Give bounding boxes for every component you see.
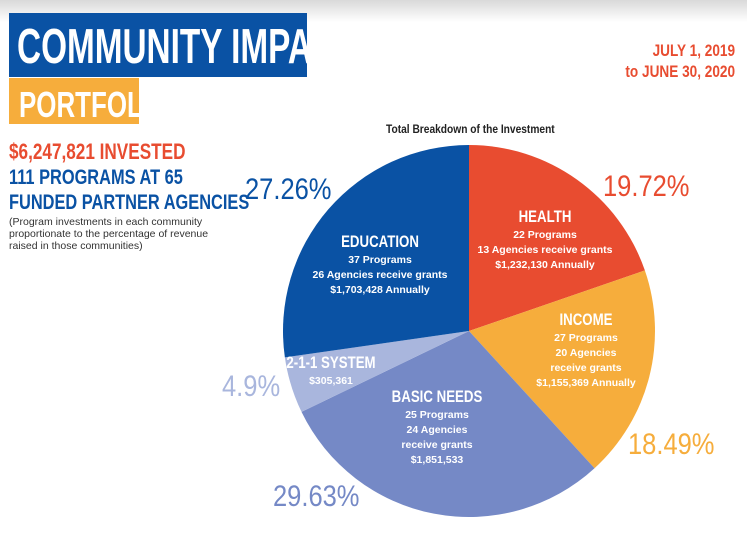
page-subtitle: PORTFOLIO	[19, 84, 139, 124]
programs-line1: 111 PROGRAMS AT 65	[9, 166, 183, 189]
chart-title: Total Breakdown of the Investment	[386, 122, 555, 136]
slice-label-basic-needs: BASIC NEEDS 25 Programs 24 Agencies receiv…	[391, 387, 483, 466]
slice-label-health: HEALTH 22 Programs 13 Agencies receive gr…	[477, 207, 613, 271]
pie-slice-education	[283, 145, 469, 358]
pct-label-basic-needs: 29.63%	[273, 480, 360, 513]
programs-summary: 111 PROGRAMS AT 65 FUNDED PARTNER AGENCI…	[9, 165, 317, 215]
pie-slice-health	[469, 145, 645, 331]
date-end: to JUNE 30, 2020	[625, 62, 735, 81]
invested-total: $6,247,821 INVESTED	[9, 139, 186, 164]
title-banner: COMMUNITY IMPACT	[9, 13, 307, 77]
slice-label-education: EDUCATION 37 Programs 26 Agencies receive…	[312, 232, 448, 296]
pie-slice-income	[469, 270, 655, 469]
date-range: JULY 1, 2019 to JUNE 30, 2020	[598, 40, 735, 82]
pct-label-health: 19.72%	[603, 170, 690, 203]
slice-label-211: 2-1-1 SYSTEM $305,361	[286, 353, 376, 387]
date-start: JULY 1, 2019	[652, 41, 735, 60]
programs-line2: FUNDED PARTNER AGENCIES	[9, 191, 250, 214]
pct-label-education: 27.26%	[245, 173, 332, 206]
page-title: COMMUNITY IMPACT	[17, 20, 307, 74]
subtitle-banner: PORTFOLIO	[9, 78, 139, 124]
pct-label-income: 18.49%	[628, 428, 715, 461]
pct-label-211: 4.9%	[222, 370, 281, 403]
pie-slice-2-1-1-system	[284, 331, 469, 412]
program-note: (Program investments in each community p…	[9, 216, 209, 252]
slice-label-income: INCOME 27 Programs 20 Agencies receive gra…	[536, 310, 636, 389]
pie-slice-basic-needs	[301, 331, 595, 517]
